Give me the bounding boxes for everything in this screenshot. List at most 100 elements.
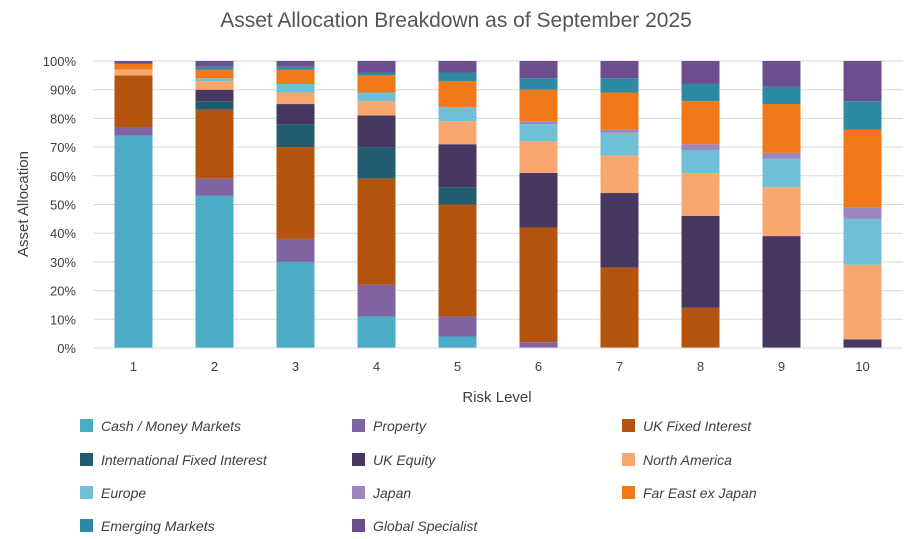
bar-segment bbox=[276, 147, 315, 239]
bars bbox=[114, 61, 882, 348]
bar-segment bbox=[438, 204, 477, 317]
legend: Cash / Money Markets Property UK Fixed Int… bbox=[80, 418, 757, 534]
bar-segment bbox=[357, 101, 396, 116]
legend-swatch bbox=[80, 486, 93, 499]
bar-segment bbox=[438, 144, 477, 188]
bar-segment bbox=[600, 193, 639, 268]
bar-segment bbox=[843, 61, 882, 102]
legend-item: Japan bbox=[352, 485, 411, 501]
y-tick-label: 50% bbox=[50, 198, 76, 213]
x-tick-label: 9 bbox=[778, 359, 785, 374]
legend-item: UK Fixed Interest bbox=[622, 418, 752, 434]
bar-segment bbox=[357, 72, 396, 76]
legend-swatch bbox=[80, 453, 93, 466]
bar-segment bbox=[276, 92, 315, 105]
bar-segment bbox=[762, 86, 801, 105]
bar-segment bbox=[195, 61, 234, 67]
x-tick-label: 8 bbox=[697, 359, 704, 374]
bar-segment bbox=[843, 101, 882, 130]
bar-segment bbox=[681, 215, 720, 308]
bar-segment bbox=[357, 92, 396, 102]
bar-segment bbox=[357, 316, 396, 348]
bar-segment bbox=[762, 104, 801, 153]
bar-segment bbox=[276, 61, 315, 67]
legend-swatch bbox=[352, 519, 365, 532]
bar-segment bbox=[114, 63, 153, 70]
bar-segment bbox=[843, 207, 882, 219]
bar-segment bbox=[519, 124, 558, 142]
bar-segment bbox=[114, 127, 153, 136]
bar-segment bbox=[843, 129, 882, 208]
bar-segment bbox=[762, 236, 801, 348]
bar-segment bbox=[681, 307, 720, 348]
legend-swatch bbox=[622, 486, 635, 499]
bar-segment bbox=[681, 144, 720, 150]
bar-segment bbox=[600, 155, 639, 194]
y-tick-label: 80% bbox=[50, 111, 76, 126]
bar-segment bbox=[276, 261, 315, 348]
legend-swatch bbox=[352, 486, 365, 499]
legend-item: International Fixed Interest bbox=[80, 452, 268, 468]
bar-segment bbox=[195, 66, 234, 70]
legend-swatch bbox=[622, 453, 635, 466]
x-tick-label: 3 bbox=[292, 359, 299, 374]
bar-stack-10 bbox=[843, 61, 882, 348]
bar-segment bbox=[600, 61, 639, 79]
bar-segment bbox=[195, 101, 234, 110]
bar-stack-9 bbox=[762, 61, 801, 348]
bar-segment bbox=[843, 339, 882, 348]
bar-segment bbox=[276, 104, 315, 125]
legend-swatch bbox=[80, 419, 93, 432]
x-tick-label: 2 bbox=[211, 359, 218, 374]
x-axis-title: Risk Level bbox=[462, 389, 531, 406]
legend-label: Cash / Money Markets bbox=[101, 418, 241, 434]
bar-segment bbox=[519, 141, 558, 173]
legend-item: Property bbox=[352, 418, 427, 434]
y-tick-label: 20% bbox=[50, 284, 76, 299]
bar-segment bbox=[438, 72, 477, 82]
bar-segment bbox=[195, 78, 234, 82]
bar-segment bbox=[357, 178, 396, 285]
bar-segment bbox=[276, 66, 315, 70]
chart-title: Asset Allocation Breakdown as of Septemb… bbox=[220, 9, 692, 32]
x-tick-label: 6 bbox=[535, 359, 542, 374]
bar-segment bbox=[519, 78, 558, 90]
bar-segment bbox=[600, 132, 639, 156]
y-tick-label: 70% bbox=[50, 140, 76, 155]
legend-swatch bbox=[352, 453, 365, 466]
y-tick-label: 60% bbox=[50, 169, 76, 184]
bar-segment bbox=[762, 187, 801, 237]
bar-segment bbox=[762, 61, 801, 87]
legend-item: Cash / Money Markets bbox=[80, 418, 241, 434]
y-axis-title: Asset Allocation bbox=[15, 151, 32, 257]
bar-stack-6 bbox=[519, 61, 558, 348]
bar-segment bbox=[843, 218, 882, 265]
legend-label: Emerging Markets bbox=[101, 518, 215, 534]
x-tick-label: 7 bbox=[616, 359, 623, 374]
legend-label: Far East ex Japan bbox=[643, 485, 757, 501]
legend-swatch bbox=[622, 419, 635, 432]
bar-stack-8 bbox=[681, 61, 720, 348]
bar-segment bbox=[276, 124, 315, 148]
legend-item: North America bbox=[622, 452, 732, 468]
legend-label: North America bbox=[643, 452, 732, 468]
legend-label: Europe bbox=[101, 485, 146, 501]
bar-segment bbox=[600, 78, 639, 93]
legend-label: International Fixed Interest bbox=[101, 452, 268, 468]
legend-label: Global Specialist bbox=[373, 518, 478, 534]
bar-segment bbox=[438, 336, 477, 348]
legend-item: Emerging Markets bbox=[80, 518, 215, 534]
y-tick-label: 0% bbox=[57, 341, 76, 356]
bar-segment bbox=[357, 284, 396, 317]
bar-segment bbox=[276, 69, 315, 84]
legend-swatch bbox=[352, 419, 365, 432]
bar-segment bbox=[276, 238, 315, 262]
x-axis-ticks: 1 2 3 4 5 6 7 8 9 10 bbox=[130, 359, 870, 374]
x-tick-label: 4 bbox=[373, 359, 380, 374]
legend-label: UK Fixed Interest bbox=[643, 418, 752, 434]
bar-segment bbox=[843, 264, 882, 340]
bar-segment bbox=[195, 109, 234, 179]
legend-swatch bbox=[80, 519, 93, 532]
bar-segment bbox=[114, 135, 153, 348]
bar-segment bbox=[600, 267, 639, 348]
